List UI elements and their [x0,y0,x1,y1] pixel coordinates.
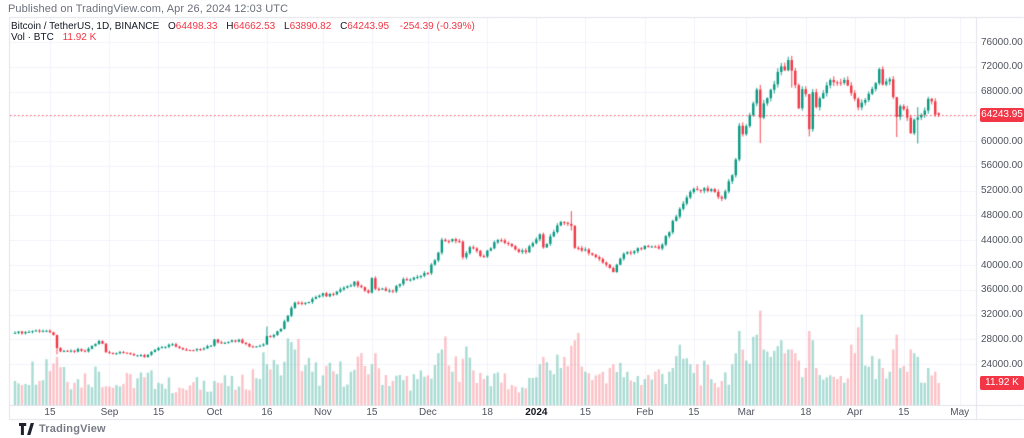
volume-badge: 11.92 K [980,376,1024,390]
time-axis-label: Apr [846,407,863,418]
high-label: H [226,21,234,32]
time-axis-label: May [950,407,970,418]
published-line: Published on TradingView.com, Apr 26, 20… [8,3,289,15]
change-value: -254.39 (-0.39%) [399,21,475,32]
low-label: L [284,21,290,32]
price-axis-label: 72000.00 [981,61,1023,73]
tradingview-icon [19,423,34,435]
price-axis-label: 56000.00 [981,160,1023,172]
volume-label: Vol · BTC [11,32,54,43]
time-axis-label: 15 [688,407,700,418]
price-axis-label: 40000.00 [981,259,1023,271]
time-axis-label: 15 [579,407,591,418]
price-axis-label: 76000.00 [981,36,1023,48]
open-label: O [167,21,176,32]
time-axis-label: 15 [152,407,165,418]
high-value: 64662.53 [233,21,276,32]
time-axis-label: 16 [261,407,273,418]
symbol-title: Bitcoin / TetherUS, 1D, BINANCE [11,21,160,32]
price-axis-label: 32000.00 [981,309,1023,321]
time-axis-label: Mar [737,407,755,418]
footer-logo: TradingView [19,421,106,437]
volume-value: 11.92 K [62,32,97,43]
price-axis-label: 52000.00 [981,185,1023,197]
time-axis-label: 15 [366,407,378,418]
open-value: 64498.33 [175,21,218,32]
time-axis-label: Feb [636,407,654,418]
time-axis-label: Sep [100,407,119,418]
chart-legend: Bitcoin / TetherUS, 1D, BINANCE O64498.3… [11,21,481,43]
close-value: 64243.95 [347,21,390,32]
low-value: 63890.82 [289,21,332,32]
time-axis-label: 15 [898,407,910,418]
legend-symbol-row: Bitcoin / TetherUS, 1D, BINANCE O64498.3… [11,21,481,32]
time-axis-label: 18 [481,407,493,418]
price-axis-label: 36000.00 [981,284,1023,296]
price-axis-label: 48000.00 [981,209,1023,221]
price-axis-label: 24000.00 [981,358,1023,370]
time-axis-label: 15 [44,407,56,418]
price-axis-label: 28000.00 [981,333,1023,345]
time-axis-label: Nov [314,407,332,418]
close-label: C [340,21,348,32]
last-price-badge: 64243.95 [980,108,1024,122]
tradingview-brand: TradingView [39,423,106,435]
price-axis-label: 68000.00 [981,86,1023,98]
time-axis-label: Oct [206,407,223,418]
legend-volume-row: Vol · BTC 11.92 K [11,32,481,43]
price-axis-label: 44000.00 [981,234,1023,246]
price-axis-label: 60000.00 [981,135,1023,147]
time-axis-label: 18 [800,407,812,418]
time-axis-label: 2024 [525,407,548,418]
time-axis-label: Dec [418,407,437,418]
